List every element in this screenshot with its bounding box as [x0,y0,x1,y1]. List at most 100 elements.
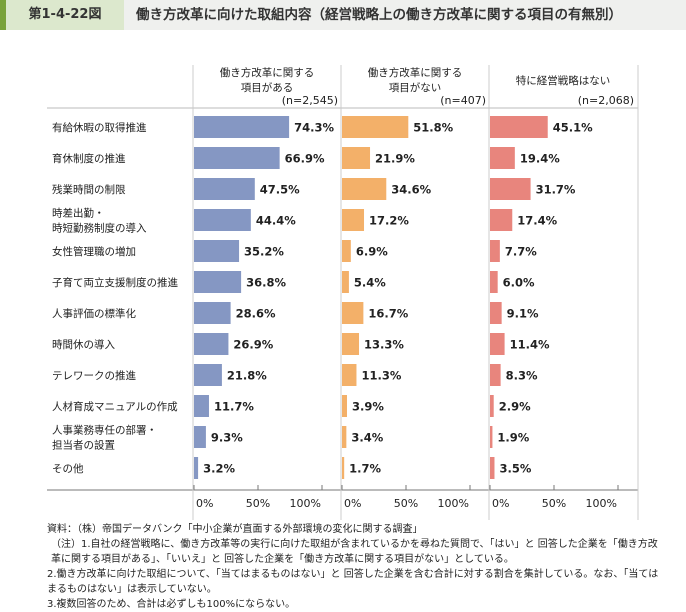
bar [490,333,505,355]
bar [194,426,206,448]
bar [342,426,347,448]
bar [194,209,251,231]
series-name: 項目がない [389,81,442,94]
bar [490,395,494,417]
data-label: 31.7% [536,183,576,197]
data-label: 3.9% [352,400,384,414]
bar [490,116,548,138]
category-label: 人事評価の標準化 [52,307,136,320]
category-label: テレワークの推進 [52,369,136,382]
figure-number: 第1-4-22図 [6,0,124,30]
source-note: 資料：（株）帝国データバンク「中小企業が直面する外部環境の変化に関する調査」 [47,524,423,535]
bar [342,116,409,138]
data-label: 9.3% [211,431,243,445]
category-label: 担当者の設置 [52,439,115,452]
bar [194,457,199,479]
bar [490,240,500,262]
bar [194,147,280,169]
series-name: 働き方改革に関する [220,66,315,79]
series-name: 項目がある [241,81,294,94]
x-tick-label: 100% [586,497,617,510]
data-label: 5.4% [354,276,386,290]
data-label: 66.9% [285,152,325,166]
category-label: 女性管理職の増加 [52,245,136,258]
data-label: 3.2% [203,462,235,476]
category-label: 時差出勤・ [52,207,105,220]
x-tick-label: 50% [394,497,418,510]
data-label: 9.1% [507,307,539,321]
data-label: 13.3% [364,338,404,352]
data-label: 44.4% [256,214,296,228]
figure-title: 働き方改革に向けた取組内容（経営戦略上の働き方改革に関する項目の有無別） [136,7,622,23]
bar [194,302,231,324]
bar [342,395,347,417]
data-label: 35.2% [244,245,284,259]
bar [342,271,349,293]
data-label: 7.7% [505,245,537,259]
bar [342,457,345,479]
x-tick-label: 50% [246,497,270,510]
bar [490,302,502,324]
data-label: 28.6% [236,307,276,321]
data-label: 17.4% [517,214,557,228]
series-name: 働き方改革に関する [368,66,463,79]
data-label: 11.4% [510,338,550,352]
data-label: 45.1% [553,121,593,135]
category-label: 有給休暇の取得推進 [52,121,147,134]
bar [194,240,240,262]
bar [194,395,209,417]
bar [490,426,493,448]
x-tick-label: 0% [344,497,361,510]
data-label: 1.9% [497,431,529,445]
series-n: (n=2,545) [282,94,338,107]
bar [490,271,498,293]
data-label: 19.4% [520,152,560,166]
note-3: 3.複数回答のため、合計は必ずしも100%にならない。 [47,599,296,610]
data-label: 11.3% [361,369,401,383]
note-1: （注）1.自社の経営戦略に、働き方改革等の実行に向けた取組が含まれているかを尋ね… [51,539,658,565]
series-name: 特に経営戦略はない [516,74,611,87]
data-label: 11.7% [214,400,254,414]
category-label: その他 [52,462,84,475]
category-label: 育休制度の推進 [52,152,126,165]
bar [342,240,351,262]
data-label: 17.2% [369,214,409,228]
data-label: 47.5% [260,183,300,197]
bar [342,178,387,200]
bar-chart: 有給休暇の取得推進育休制度の推進残業時間の制限時差出勤・時短勤務制度の導入女性管… [47,65,639,520]
category-label: 時短勤務制度の導入 [52,222,147,235]
note-2: 2.働き方改革に向けた取組について、「当てはまるものはない」と 回答した企業を含… [47,569,659,595]
category-label: 残業時間の制限 [52,183,126,196]
bar [194,116,290,138]
category-label: 時間休の導入 [52,338,115,351]
bar [490,178,531,200]
data-label: 34.6% [391,183,431,197]
bar [490,364,501,386]
title-bar: 第1-4-22図 働き方改革に向けた取組内容（経営戦略上の働き方改革に関する項目… [0,0,686,30]
x-tick-label: 100% [290,497,321,510]
bar [342,302,364,324]
series-n: (n=2,068) [578,94,634,107]
bar [342,147,371,169]
bar [342,364,357,386]
category-label: 子育て両立支援制度の推進 [52,276,178,289]
x-tick-label: 50% [542,497,566,510]
bar [342,333,360,355]
data-label: 6.0% [503,276,535,290]
bar [490,209,513,231]
data-label: 6.9% [356,245,388,259]
accent-strip [0,0,6,30]
data-label: 8.3% [506,369,538,383]
data-label: 26.9% [233,338,273,352]
category-label: 人事業務専任の部署・ [52,424,157,437]
data-label: 16.7% [368,307,408,321]
bar [490,147,515,169]
series-n: (n=407) [440,94,486,107]
data-label: 2.9% [499,400,531,414]
x-tick-label: 100% [438,497,469,510]
data-label: 3.5% [499,462,531,476]
bar [194,364,222,386]
bar [194,271,242,293]
data-label: 51.8% [413,121,453,135]
bar [490,457,495,479]
